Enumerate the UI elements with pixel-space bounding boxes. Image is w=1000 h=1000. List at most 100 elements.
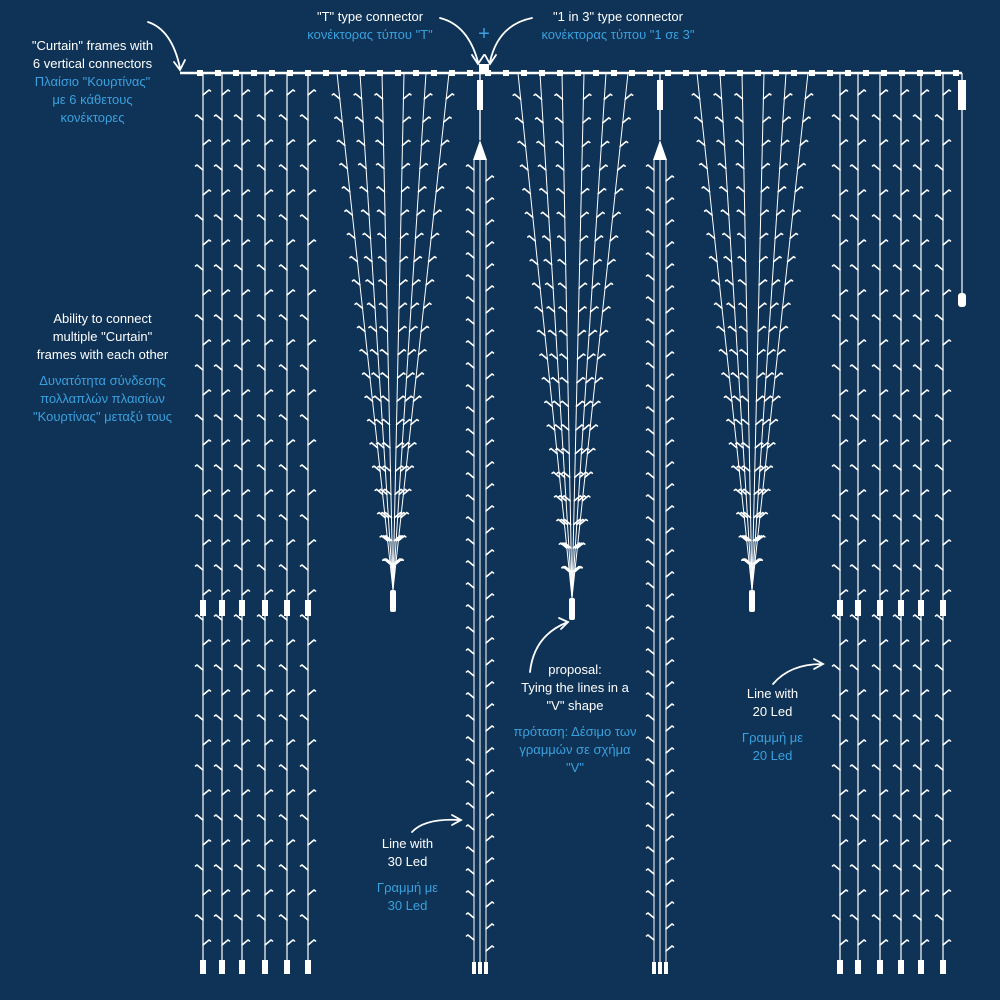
led-bulb-icon (578, 258, 588, 266)
led-bulb-icon (526, 235, 537, 242)
led-bulb-icon (465, 846, 475, 853)
led-bulb-icon (892, 114, 902, 121)
led-bulb-icon (734, 441, 744, 449)
led-bulb-icon (369, 441, 379, 449)
led-bulb-icon (560, 400, 570, 408)
led-bulb-icon (942, 889, 952, 896)
led-bulb-icon (879, 389, 889, 396)
led-bulb-icon (801, 116, 811, 123)
frame-clip (539, 70, 545, 76)
led-bulb-icon (517, 140, 527, 148)
led-bulb-icon (849, 914, 859, 921)
led-bulb-icon (740, 441, 751, 449)
led-bulb-icon (256, 664, 266, 671)
led-bulb-icon (286, 889, 296, 896)
led-bulb-icon (616, 164, 626, 171)
strand-connector (262, 600, 268, 616)
led-bulb-icon (256, 214, 266, 221)
line-20-label: Line with 20 Led Γραμμή με 20 Led (725, 685, 820, 765)
led-bulb-icon (574, 447, 584, 455)
strand-connector (200, 600, 206, 616)
led-bulb-icon (299, 114, 309, 121)
led-bulb-icon (912, 564, 922, 571)
led-bulb-icon (416, 209, 426, 216)
strand-end-cap (262, 960, 268, 974)
led-bulb-icon (485, 527, 495, 534)
led-bulb-icon (548, 447, 558, 455)
led-bulb-icon (857, 939, 867, 946)
led-bulb-icon (529, 258, 539, 266)
led-bulb-icon (465, 648, 475, 655)
led-bulb-icon (202, 939, 212, 946)
frame-clip (215, 70, 221, 76)
led-bulb-icon (485, 329, 495, 336)
led-bulb-icon (465, 890, 475, 897)
led-bulb-icon (241, 239, 251, 246)
led-bulb-icon (278, 214, 288, 221)
led-bulb-icon (942, 639, 952, 646)
connect-multiple-label: Ability to connect multiple "Curtain" fr… (15, 310, 190, 426)
led-bulb-icon (485, 879, 495, 886)
led-bulb-icon (920, 789, 930, 796)
led-bulb-icon (621, 116, 631, 124)
led-bulb-icon (693, 116, 704, 123)
connect-multiple-gr-3: "Κουρτίνας" μεταξύ τους (32, 409, 173, 424)
strand-end-cap (484, 962, 488, 974)
led-bulb-icon (781, 116, 792, 123)
led-bulb-icon (831, 564, 841, 571)
led-bulb-icon (711, 278, 721, 286)
led-bulb-icon (934, 114, 944, 121)
led-bulb-icon (417, 348, 427, 356)
led-bulb-icon (857, 89, 867, 96)
strand-end-cap (940, 960, 946, 974)
frame-clip (791, 70, 797, 76)
led-bulb-icon (537, 164, 547, 171)
led-bulb-icon (194, 414, 204, 421)
led-bulb-icon (202, 389, 212, 396)
led-bulb-icon (942, 139, 952, 146)
led-bulb-icon (576, 376, 586, 384)
led-bulb-icon (485, 923, 495, 930)
led-bulb-icon (213, 514, 223, 521)
led-bulb-icon (871, 414, 881, 421)
strand-connector (918, 600, 924, 616)
line-20-gr-2: 20 Led (752, 748, 793, 763)
led-bulb-icon (299, 614, 309, 621)
led-bulb-icon (299, 564, 309, 571)
led-bulb-icon (665, 681, 675, 688)
led-bulb-icon (857, 589, 867, 596)
led-bulb-icon (256, 164, 266, 171)
strand-end-cap (219, 960, 225, 974)
led-bulb-icon (299, 314, 309, 321)
led-bulb-icon (577, 329, 587, 337)
frame-clip (899, 70, 905, 76)
led-bulb-icon (382, 465, 392, 472)
led-bulb-icon (597, 187, 607, 195)
strand-connector (855, 600, 861, 616)
line-20-en-1: Line with (746, 686, 799, 701)
led-bulb-icon (740, 534, 750, 542)
led-bulb-icon (849, 164, 859, 171)
led-bulb-icon (286, 189, 296, 196)
led-bulb-icon (430, 232, 440, 240)
led-bulb-icon (307, 239, 317, 246)
led-bulb-icon (299, 264, 309, 271)
led-bulb-icon (934, 664, 944, 671)
led-bulb-icon (485, 813, 495, 820)
frame-clip (593, 70, 599, 76)
led-bulb-icon (713, 92, 723, 100)
led-bulb-icon (592, 258, 602, 266)
led-bulb-icon (233, 714, 243, 721)
led-bulb-icon (776, 348, 786, 356)
line-20-gr-1: Γραμμή με (741, 730, 804, 745)
led-bulb-icon (241, 289, 251, 296)
led-bulb-icon (665, 285, 675, 292)
frame-clip (665, 70, 671, 76)
strand-end-cap (837, 960, 843, 974)
led-bulb-icon (775, 209, 785, 216)
led-bulb-icon (465, 406, 475, 413)
connector-plug-icon (958, 80, 966, 110)
led-bulb-icon (241, 189, 251, 196)
led-bulb-icon (789, 232, 799, 240)
led-bulb-icon (299, 164, 309, 171)
